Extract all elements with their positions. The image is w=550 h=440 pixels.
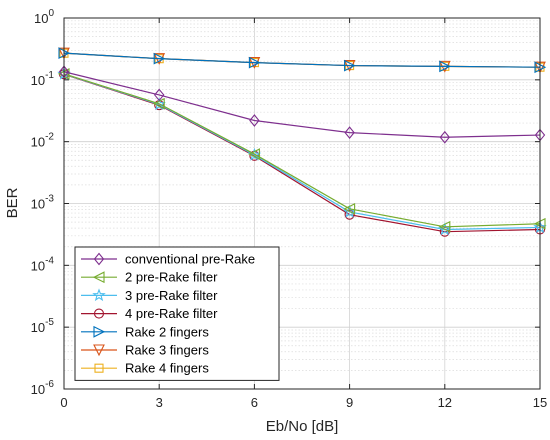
legend-item: Rake 3 fingers xyxy=(81,343,209,358)
legend-label: 4 pre-Rake filter xyxy=(125,306,218,321)
legend-label: Rake 2 fingers xyxy=(125,324,209,339)
x-tick-label: 3 xyxy=(156,395,163,410)
data-point xyxy=(439,60,452,73)
data-point xyxy=(248,56,261,69)
y-tick-exponent: -1 xyxy=(45,70,54,81)
legend-item: 3 pre-Rake filter xyxy=(81,288,218,303)
series-4 xyxy=(58,47,547,74)
data-point xyxy=(344,59,356,72)
data-point xyxy=(342,204,357,218)
series-line xyxy=(63,71,541,138)
y-tick-exponent: -3 xyxy=(45,194,54,205)
series-line xyxy=(63,52,541,68)
x-tick-label: 12 xyxy=(438,395,452,410)
x-tick-label: 15 xyxy=(533,395,547,410)
data-point xyxy=(345,61,355,71)
y-tick-exponent: -5 xyxy=(45,317,54,328)
y-tick-exponent: -2 xyxy=(45,132,54,143)
legend-marker xyxy=(93,252,105,266)
legend-item: Rake 2 fingers xyxy=(81,324,209,339)
legend-label: 2 pre-Rake filter xyxy=(125,270,218,285)
legend-marker xyxy=(93,344,105,357)
legend-marker xyxy=(94,363,104,373)
x-tick-label: 6 xyxy=(251,395,258,410)
legend-marker xyxy=(93,325,106,338)
legend-marker xyxy=(93,308,105,319)
y-tick-exponent: -6 xyxy=(45,379,54,390)
data-point xyxy=(344,209,355,220)
legend-marker xyxy=(92,271,105,284)
data-point xyxy=(249,114,260,127)
legend-label: conventional pre-Rake xyxy=(125,252,255,267)
y-axis-label: BER xyxy=(4,187,21,218)
x-tick-label: 9 xyxy=(346,395,353,410)
x-tick-label: 0 xyxy=(60,395,67,410)
series-line xyxy=(63,73,541,228)
data-point xyxy=(248,148,260,160)
y-tick-exponent: 0 xyxy=(48,8,54,19)
data-point xyxy=(249,58,259,68)
legend-item: conventional pre-Rake xyxy=(81,252,255,267)
series-0 xyxy=(58,65,546,144)
legend-item: 4 pre-Rake filter xyxy=(81,306,218,321)
y-tick-exponent: -4 xyxy=(45,255,54,266)
legend-item: 2 pre-Rake filter xyxy=(81,270,218,285)
data-point xyxy=(439,130,451,144)
x-axis-label: Eb/No [dB] xyxy=(266,418,339,435)
data-point xyxy=(344,126,355,139)
legend: conventional pre-Rake 2 pre-Rake filter 3 … xyxy=(74,246,280,381)
data-point xyxy=(59,48,69,58)
legend-label: Rake 4 fingers xyxy=(125,361,209,376)
data-point xyxy=(153,88,165,102)
legend-marker xyxy=(92,288,106,302)
data-point xyxy=(535,62,545,72)
data-point xyxy=(438,220,451,233)
data-point xyxy=(343,202,356,215)
data-point xyxy=(154,54,164,64)
legend-label: 3 pre-Rake filter xyxy=(125,288,218,303)
legend-label: Rake 3 fingers xyxy=(125,343,209,358)
legend-item: Rake 4 fingers xyxy=(81,361,209,376)
data-point xyxy=(440,61,450,71)
grid xyxy=(64,18,540,389)
data-point xyxy=(153,52,166,65)
